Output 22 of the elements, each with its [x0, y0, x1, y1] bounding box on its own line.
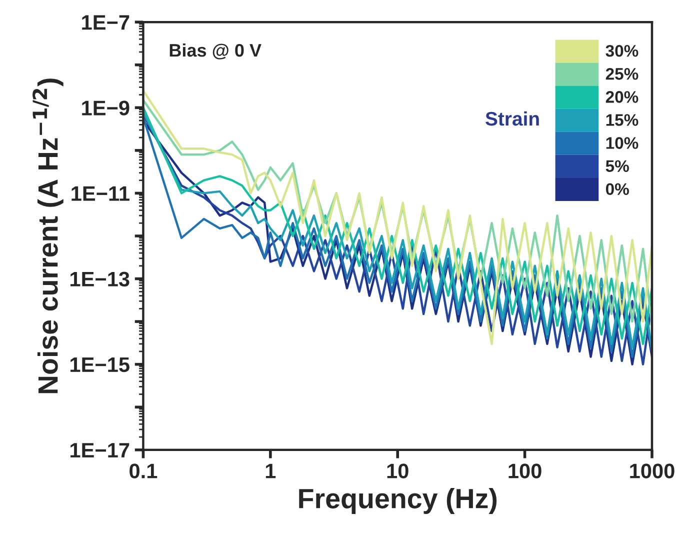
- y-tick-label: 1E−13: [70, 272, 130, 287]
- x-tick-label: 0.1: [130, 464, 158, 478]
- x-axis-title: Frequency (Hz): [299, 488, 497, 514]
- y-tick-label: 1E−7: [82, 15, 130, 30]
- x-tick-label: 100: [508, 464, 542, 478]
- y-tick-label: 1E−17: [70, 443, 130, 458]
- x-tick-label: 10: [387, 464, 408, 478]
- legend-title: Strain: [486, 111, 539, 126]
- x-tick-label: 1000: [630, 464, 674, 478]
- legend-label: 10%: [606, 137, 638, 149]
- legend-label: 20%: [606, 91, 638, 103]
- x-tick-label: 1: [266, 464, 276, 478]
- legend-label: 5%: [606, 160, 629, 172]
- legend-label: 30%: [606, 44, 638, 57]
- y-axis-title: Noise current (A Hz$^{−1/2}$): [32, 78, 64, 394]
- y-tick-label: 1E−11: [72, 186, 130, 201]
- annotation: Bias @ 0 V: [170, 43, 262, 60]
- y-tick-label: 1E−9: [82, 100, 130, 116]
- legend-label: 25%: [606, 68, 638, 80]
- legend-label: 15%: [606, 114, 638, 126]
- legend-label: 0%: [606, 183, 629, 196]
- y-tick-label: 1E−15: [70, 358, 130, 372]
